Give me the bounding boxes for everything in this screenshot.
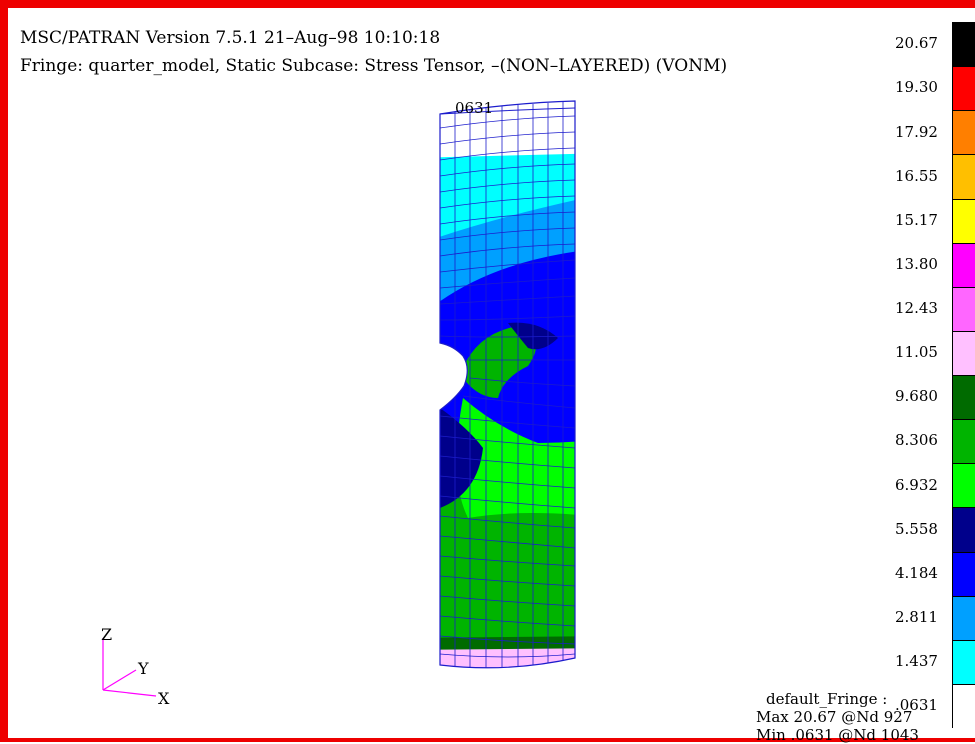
legend-value: 5.558 bbox=[895, 519, 938, 538]
legend-swatch bbox=[952, 242, 975, 287]
z-axis-label: Z bbox=[101, 625, 112, 644]
legend-swatch bbox=[952, 463, 975, 508]
legend-swatch bbox=[952, 507, 975, 552]
fringe-name: default_Fringe : bbox=[766, 690, 888, 708]
legend-swatch bbox=[952, 595, 975, 640]
model-top-edge bbox=[439, 107, 576, 115]
legend-swatch bbox=[952, 683, 975, 728]
axis-triad: Z Y X bbox=[101, 625, 170, 708]
legend-value: 19.30 bbox=[895, 78, 938, 97]
legend-swatch bbox=[952, 330, 975, 375]
fringe-max: Max 20.67 @Nd 927 bbox=[756, 708, 913, 726]
legend-swatch bbox=[952, 198, 975, 243]
legend-swatch bbox=[952, 375, 975, 420]
legend-value: 11.05 bbox=[895, 343, 938, 362]
x-axis-label: X bbox=[158, 689, 170, 708]
legend-value: 17.92 bbox=[895, 122, 938, 141]
legend-swatch bbox=[952, 551, 975, 596]
fe-model-plot[interactable] bbox=[408, 98, 608, 678]
legend-swatch bbox=[952, 286, 975, 331]
legend-swatch bbox=[952, 66, 975, 111]
legend-value: 9.680 bbox=[895, 387, 938, 406]
legend-value: 1.437 bbox=[895, 652, 938, 671]
legend-value: 12.43 bbox=[895, 299, 938, 318]
y-axis-label: Y bbox=[137, 659, 149, 678]
legend-value: 2.811 bbox=[895, 607, 938, 626]
legend-value: 15.17 bbox=[895, 210, 938, 229]
fringe-region-green bbox=[440, 468, 575, 668]
fringe-subtitle: Fringe: quarter_model, Static Subcase: S… bbox=[20, 56, 728, 76]
x-axis-line bbox=[102, 689, 157, 697]
legend-swatch bbox=[952, 154, 975, 199]
legend-swatch bbox=[952, 22, 975, 67]
model-outline bbox=[439, 100, 576, 669]
fringe-summary: default_Fringe : Max 20.67 @Nd 927 Min .… bbox=[756, 690, 919, 744]
node-label: 0631 bbox=[455, 99, 494, 117]
legend-value: 13.80 bbox=[895, 254, 938, 273]
fringe-region-pink bbox=[440, 648, 575, 668]
legend-value: 8.306 bbox=[895, 431, 938, 450]
legend-color-bar bbox=[952, 22, 975, 728]
legend-swatch bbox=[952, 419, 975, 464]
legend-value: 4.184 bbox=[895, 563, 938, 582]
legend-swatch bbox=[952, 110, 975, 155]
legend-value: 16.55 bbox=[895, 166, 938, 185]
mesh-lines bbox=[440, 115, 575, 658]
legend-value: 20.67 bbox=[895, 34, 938, 53]
page-title: MSC/PATRAN Version 7.5.1 21–Aug–98 10:10… bbox=[20, 28, 441, 48]
legend-value: 6.932 bbox=[895, 475, 938, 494]
legend-value: .0631 bbox=[895, 696, 938, 715]
y-axis-line bbox=[102, 669, 137, 691]
legend-swatch bbox=[952, 639, 975, 684]
fringe-min: Min .0631 @Nd 1043 bbox=[756, 726, 919, 744]
